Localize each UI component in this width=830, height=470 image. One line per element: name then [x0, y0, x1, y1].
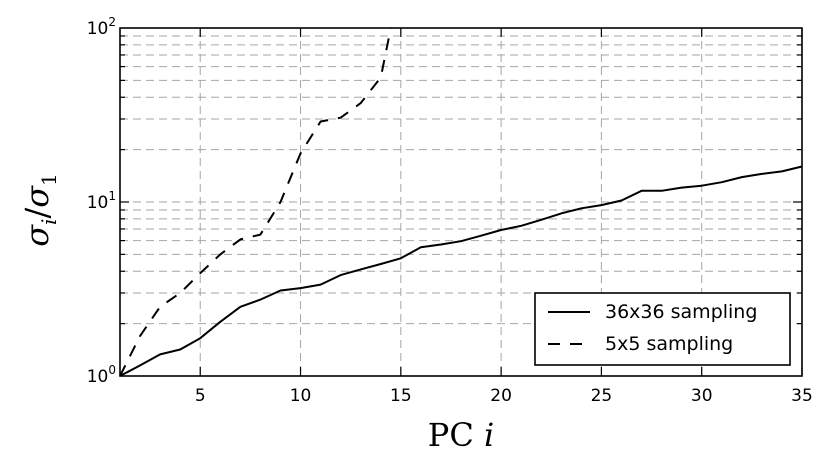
- x-tick-label: 15: [390, 386, 412, 406]
- y-tick-label: 102: [87, 15, 116, 39]
- y-tick-labels: 100 101 102: [87, 15, 116, 387]
- grid-lines: [120, 28, 802, 376]
- x-tick-label: 25: [591, 386, 613, 406]
- y-tick-label: 100: [87, 363, 116, 387]
- legend-label-5x5: 5x5 sampling: [605, 333, 733, 355]
- legend: 36x36 sampling 5x5 sampling: [534, 292, 791, 366]
- x-tick-label: 30: [691, 386, 713, 406]
- legend-label-36x36: 36x36 sampling: [605, 301, 757, 323]
- x-axis-label: PC i: [428, 416, 494, 454]
- axis-ticks: [120, 28, 803, 376]
- x-tick-label: 10: [290, 386, 312, 406]
- series-lines: [119, 27, 803, 377]
- legend-box: [534, 292, 791, 366]
- x-tick-label: 5: [195, 386, 206, 406]
- x-tick-labels: 5 10 15 20 25 30 35: [195, 386, 813, 406]
- series-line-36x36: [119, 165, 803, 377]
- x-tick-label: 20: [490, 386, 512, 406]
- x-tick-label: 35: [791, 386, 813, 406]
- y-tick-label: 101: [87, 189, 116, 213]
- y-axis-label: σi/σ1: [18, 173, 61, 247]
- series-line-5x5: [119, 27, 392, 377]
